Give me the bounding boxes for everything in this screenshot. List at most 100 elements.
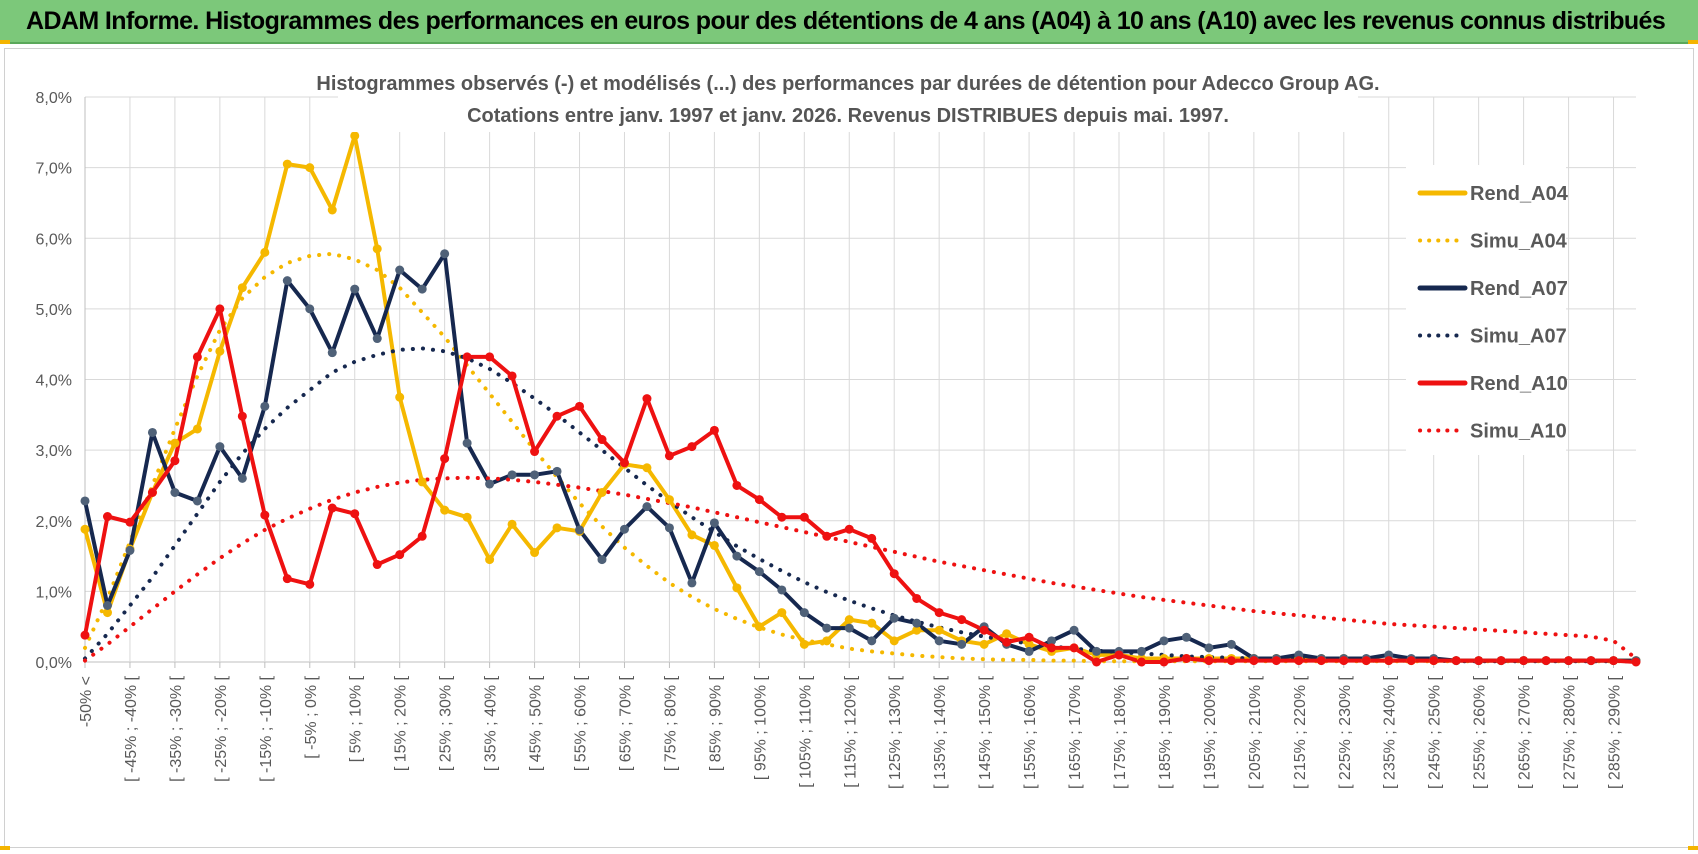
- data-point-rend-a10: [507, 371, 517, 381]
- data-point-rend-a07: [709, 518, 719, 528]
- data-point-rend-a07: [102, 601, 112, 610]
- x-tick-label: -50% <: [78, 676, 95, 727]
- data-point-rend-a07: [1024, 646, 1034, 656]
- data-point-rend-a07: [889, 613, 899, 623]
- x-tick-label: [ 45% ; 50% [: [528, 675, 545, 771]
- data-point-rend-a10: [1586, 656, 1596, 666]
- x-tick-label: [ 195% ; 200% [: [1202, 675, 1219, 789]
- chart-title-line-1: Histogrammes observés (-) et modélisés (…: [316, 73, 1379, 95]
- x-tick-label: [ 5% ; 10% [: [348, 675, 365, 762]
- data-point-rend-a10: [687, 442, 697, 452]
- data-point-rend-a07: [912, 618, 922, 628]
- series-line-simu-a07: [83, 346, 1638, 664]
- series-lines: [83, 133, 1638, 664]
- legend-label: Rend_A10: [1470, 373, 1568, 395]
- x-tick-label: [ 175% ; 180% [: [1112, 675, 1129, 789]
- data-point-rend-a10: [1204, 656, 1214, 666]
- data-point-rend-a04: [530, 548, 540, 558]
- x-tick-label: [ 255% ; 260% [: [1472, 675, 1489, 789]
- data-point-rend-a04: [192, 424, 202, 434]
- data-point-rend-a10: [1092, 657, 1102, 667]
- data-point-rend-a07: [619, 524, 629, 534]
- data-point-rend-a04: [754, 622, 764, 632]
- data-point-rend-a10: [282, 574, 292, 584]
- data-point-rend-a10: [619, 458, 629, 468]
- data-point-rend-a04: [282, 159, 292, 169]
- legend-label: Simu_A07: [1470, 326, 1567, 348]
- x-tick-label: [ -5% ; 0% [: [303, 675, 320, 758]
- data-point-rend-a10: [305, 579, 315, 589]
- data-point-rend-a10: [889, 569, 899, 579]
- x-axis: -50% < [ -45% ; -40% [[ -35% ; -30% [[ -2…: [78, 662, 1624, 789]
- x-tick-label: [ 65% ; 70% [: [617, 675, 634, 771]
- data-point-rend-a10: [1181, 653, 1191, 663]
- data-point-rend-a10: [1047, 643, 1057, 653]
- x-tick-label: [ -15% ; -10% [: [258, 675, 275, 781]
- data-point-rend-a10: [1136, 657, 1146, 667]
- data-point-rend-a04: [1024, 639, 1034, 649]
- data-point-rend-a04: [305, 163, 315, 173]
- data-point-rend-a04: [642, 463, 652, 473]
- header-banner: ADAM Informe. Histogrammes des performan…: [0, 0, 1698, 44]
- data-point-rend-a10: [1631, 657, 1641, 667]
- data-point-rend-a04: [350, 131, 360, 141]
- data-point-rend-a10: [1002, 637, 1012, 647]
- data-point-rend-a07: [350, 284, 360, 294]
- data-point-rend-a10: [575, 401, 585, 411]
- data-point-rend-a10: [237, 411, 247, 421]
- x-tick-label: [ 285% ; 290% [: [1607, 675, 1624, 789]
- data-point-rend-a07: [957, 639, 967, 649]
- data-point-rend-a10: [1069, 643, 1079, 653]
- data-point-rend-a10: [957, 615, 967, 625]
- data-point-rend-a10: [799, 512, 809, 522]
- data-point-rend-a07: [552, 466, 562, 476]
- data-point-rend-a04: [80, 524, 90, 534]
- data-point-rend-a04: [912, 625, 922, 635]
- data-point-rend-a10: [664, 451, 674, 461]
- data-point-rend-a04: [777, 608, 787, 618]
- y-tick-label: 0,0%: [36, 655, 72, 672]
- data-point-rend-a07: [530, 470, 540, 480]
- data-point-rend-a10: [1114, 650, 1124, 660]
- data-point-rend-a04: [844, 615, 854, 625]
- data-point-rend-a10: [1361, 656, 1371, 666]
- legend-label: Rend_A04: [1470, 183, 1569, 205]
- y-axis: 0,0% 1,0% 2,0% 3,0% 4,0% 5,0% 6,0% 7,0% 8,0%: [36, 90, 86, 672]
- data-point-rend-a07: [1047, 636, 1057, 646]
- data-point-rend-a10: [350, 509, 360, 519]
- data-point-rend-a10: [102, 512, 112, 522]
- data-point-rend-a10: [844, 524, 854, 534]
- data-point-rend-a10: [485, 352, 495, 362]
- data-point-rend-a04: [327, 205, 337, 215]
- data-point-rend-a10: [1474, 656, 1484, 666]
- data-point-rend-a10: [1451, 656, 1461, 666]
- data-point-rend-a07: [597, 555, 607, 565]
- data-point-rend-a07: [687, 578, 697, 588]
- data-point-rend-a10: [1316, 656, 1326, 666]
- data-point-rend-a04: [664, 495, 674, 505]
- data-point-rend-a10: [552, 411, 562, 421]
- data-point-rend-a04: [372, 244, 382, 254]
- corner-mark-bottom-left: [0, 846, 10, 850]
- data-point-rend-a07: [170, 488, 180, 497]
- page-title: ADAM Informe. Histogrammes des performan…: [26, 6, 1666, 35]
- data-point-rend-a10: [1384, 656, 1394, 666]
- x-tick-label: [ 125% ; 130% [: [887, 675, 904, 789]
- corner-mark-bottom-right: [1688, 846, 1698, 850]
- data-point-rend-a04: [215, 346, 225, 356]
- data-point-rend-a10: [1271, 656, 1281, 666]
- x-tick-label: [ -25% ; -20% [: [213, 675, 230, 781]
- data-point-rend-a10: [215, 304, 225, 314]
- data-point-rend-a04: [1002, 629, 1012, 639]
- data-point-rend-a10: [1226, 656, 1236, 666]
- data-point-rend-a04: [485, 555, 495, 565]
- data-point-rend-a10: [395, 550, 405, 560]
- x-tick-label: [ 145% ; 150% [: [977, 675, 994, 789]
- x-tick-label: [ 205% ; 210% [: [1247, 675, 1264, 789]
- data-point-rend-a07: [1136, 646, 1146, 656]
- data-point-rend-a10: [1541, 656, 1551, 666]
- data-point-rend-a07: [507, 470, 517, 480]
- data-point-rend-a10: [1519, 656, 1529, 666]
- data-point-rend-a07: [192, 496, 202, 506]
